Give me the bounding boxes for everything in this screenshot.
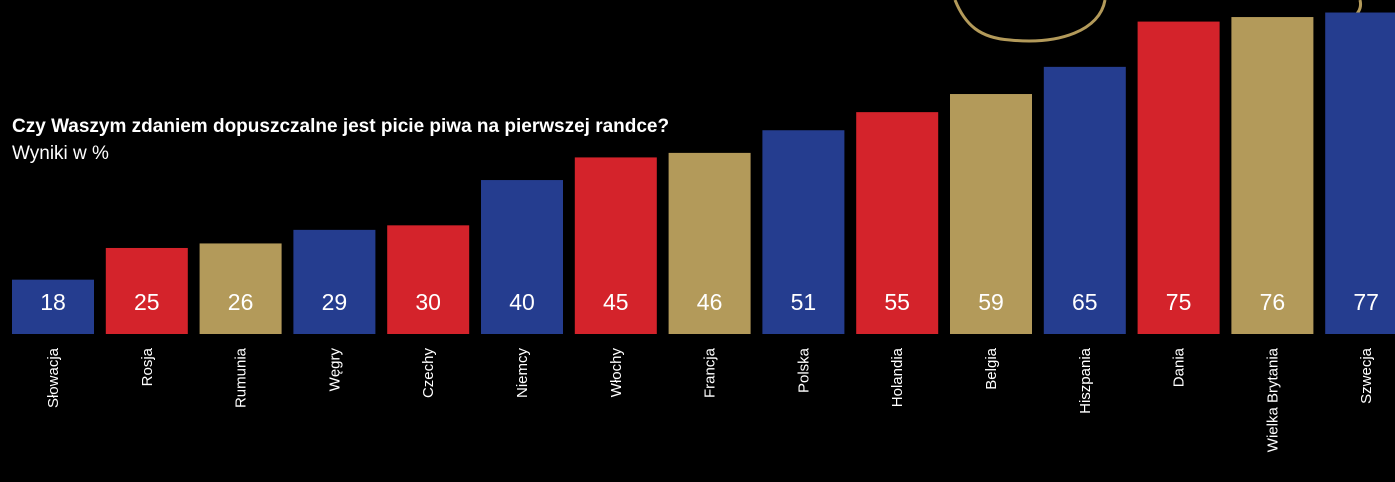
x-tick-label: Belgia [983,347,1000,389]
value-label: 29 [322,289,348,315]
value-label: 51 [791,289,817,315]
chart-title: Czy Waszym zdaniem dopuszczalne jest pic… [12,116,669,137]
bar [1325,13,1395,334]
value-label: 40 [509,289,535,315]
chart-subtitle: Wyniki w % [12,143,109,164]
bar [1231,17,1313,334]
x-tick-label: Niemcy [514,348,531,399]
value-label: 25 [134,289,160,315]
value-label: 77 [1353,289,1379,315]
x-tick-label: Szwecja [1358,347,1375,404]
x-tick-label: Rosja [139,347,156,386]
value-label: 65 [1072,289,1098,315]
value-label: 46 [697,289,723,315]
x-tick-label: Włochy [608,348,625,398]
value-label: 45 [603,289,629,315]
value-label: 26 [228,289,254,315]
value-label: 55 [884,289,910,315]
x-tick-label: Polska [795,347,812,393]
bar [293,230,375,334]
x-tick-label: Węgry [326,348,343,392]
value-label: 30 [415,289,441,315]
value-label: 59 [978,289,1004,315]
bar [1138,22,1220,334]
value-label: 18 [40,289,66,315]
x-tick-label: Słowacja [45,347,62,408]
x-tick-label: Dania [1171,347,1188,387]
x-tick-label: Rumunia [233,347,250,408]
x-tick-label: Hiszpania [1077,347,1094,414]
value-label: 75 [1166,289,1192,315]
value-label: 76 [1260,289,1286,315]
decoration [955,0,1105,41]
bar [387,225,469,334]
x-tick-label: Holandia [889,347,906,407]
x-tick-label: Francja [702,347,719,398]
chart: Czy Waszym zdaniem dopuszczalne jest pic… [0,0,1395,482]
x-tick-label: Czechy [420,348,437,399]
x-tick-label: Wielka Brytania [1264,347,1281,452]
